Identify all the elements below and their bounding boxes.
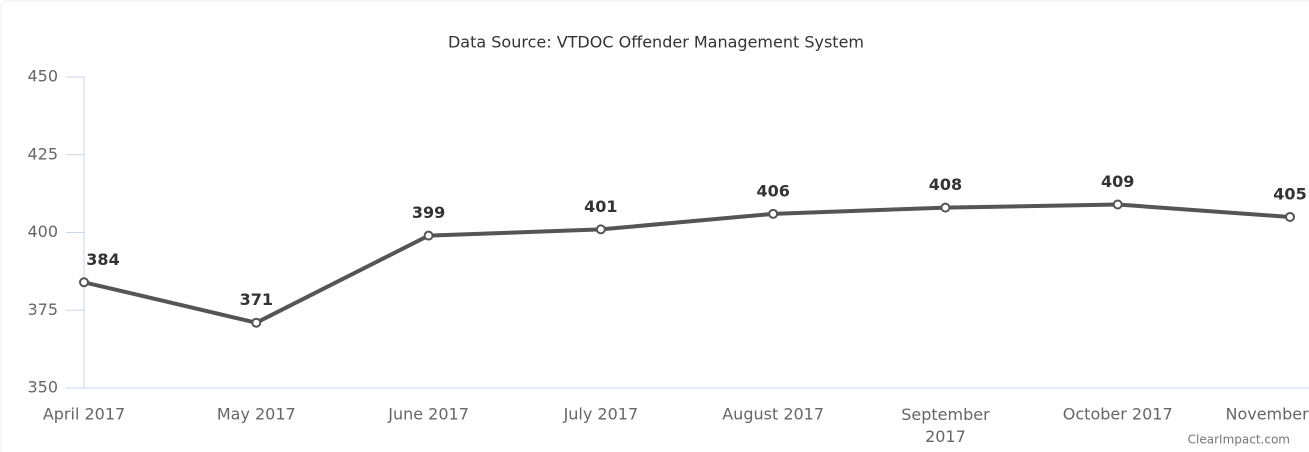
point [79, 277, 89, 288]
x-tick-label: August 2017 [722, 405, 824, 424]
x-tick-label: April 2017 [43, 405, 125, 424]
x-tick-label-line: 2017 [925, 427, 966, 446]
x-tick-label-line: September [901, 405, 990, 424]
point [1112, 199, 1123, 210]
data-label: 399 [412, 203, 445, 222]
x-tick-label: July 2017 [563, 405, 639, 424]
point [595, 224, 606, 235]
credits[interactable]: ClearImpact.com [1188, 433, 1290, 447]
data-label: 405 [1273, 184, 1306, 203]
data-label: 384 [86, 250, 119, 269]
chart-title: Data Source: VTDOC Offender Management S… [448, 33, 864, 52]
data-label: 409 [1101, 172, 1134, 191]
x-tick-label: November 2017 [1225, 405, 1309, 424]
data-label: 406 [756, 181, 789, 200]
data-label: 401 [584, 197, 617, 216]
point [768, 208, 779, 219]
point [251, 317, 262, 328]
y-tick-label: 450 [27, 67, 58, 86]
point [423, 230, 434, 241]
point [940, 202, 951, 213]
y-tick-label: 375 [27, 300, 58, 319]
x-tick-label: September 2017 [901, 405, 990, 446]
point [1285, 211, 1295, 222]
x-tick-label: May 2017 [217, 405, 296, 424]
x-tick-label: October 2017 [1063, 405, 1173, 424]
data-label: 371 [240, 290, 273, 309]
y-tick-label: 425 [27, 144, 58, 163]
line [82, 202, 1292, 325]
y-tick-label: 400 [27, 222, 58, 241]
data-label: 408 [929, 175, 962, 194]
x-tick-label: June 2017 [387, 405, 469, 424]
y-tick-label: 350 [27, 378, 58, 397]
